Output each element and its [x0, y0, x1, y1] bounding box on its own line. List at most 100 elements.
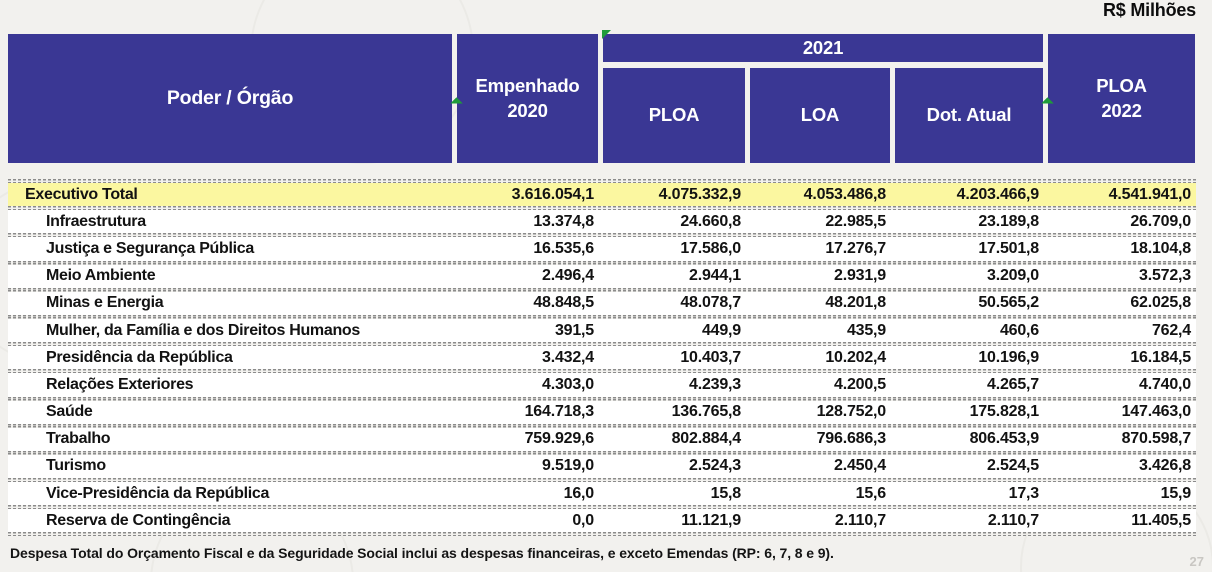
row-value: 15,8 [710, 484, 742, 502]
row-value: 0,0 [572, 511, 594, 529]
table-row: Relações Exteriores 4.303,0 4.239,3 4.200,5… [8, 373, 1196, 397]
table-row: Executivo Total 3.616.054,1 4.075.332,9 4.0… [8, 183, 1196, 207]
row-divider [8, 369, 1196, 374]
row-divider [8, 260, 1196, 265]
row-value: 759.929,6 [524, 430, 595, 448]
row-value: 2.524,5 [987, 457, 1039, 475]
table-row: Turismo 9.519,0 2.524,3 2.450,4 2.524,5 3.426… [8, 454, 1196, 479]
row-divider [8, 179, 1196, 183]
row-value: 3.426,8 [1139, 457, 1191, 475]
row-value: 17.501,8 [978, 239, 1039, 257]
row-value: 48.078,7 [680, 294, 741, 312]
row-value: 13.374,8 [533, 212, 594, 230]
col-header-ploa-2021: PLOA [603, 68, 745, 163]
row-label: Relações Exteriores [46, 375, 194, 393]
row-value: 3.209,0 [987, 267, 1039, 285]
col-header-dot-atual-2021: Dot. Atual [895, 68, 1043, 163]
row-label: Mulher, da Família e dos Direitos Humano… [46, 321, 360, 339]
row-value: 10.196,9 [978, 348, 1039, 366]
row-value: 3.432,4 [542, 348, 594, 366]
row-divider [8, 505, 1196, 510]
col-header-ploa-2022: PLOA 2022 [1048, 34, 1195, 163]
col-header-label: LOA [800, 104, 840, 126]
row-divider [8, 342, 1196, 347]
row-label: Justiça e Segurança Pública [46, 239, 254, 257]
row-value: 10.403,7 [680, 348, 741, 366]
row-value: 164.718,3 [524, 403, 595, 421]
row-value: 4.239,3 [689, 375, 741, 393]
row-value: 15,6 [855, 484, 887, 502]
col-group-header-2021: 2021 [603, 34, 1043, 62]
row-value: 2.496,4 [542, 267, 594, 285]
row-value: 62.025,8 [1130, 294, 1191, 312]
table-row: Vice-Presidência da República 16,0 15,8 15,… [8, 482, 1196, 506]
row-value: 10.202,4 [825, 348, 886, 366]
row-value: 175.828,1 [969, 403, 1040, 421]
table-row: Justiça e Segurança Pública 16.535,6 17.58… [8, 237, 1196, 261]
row-value: 2.524,3 [689, 457, 741, 475]
col-header-label: PLOA [648, 104, 700, 126]
row-label: Trabalho [46, 430, 111, 448]
row-value: 26.709,0 [1130, 212, 1191, 230]
row-value: 50.565,2 [978, 294, 1039, 312]
row-value: 4.075.332,9 [658, 185, 742, 203]
row-value: 24.660,8 [680, 212, 741, 230]
table-body: Executivo Total 3.616.054,1 4.075.332,9 4.0… [8, 179, 1196, 537]
row-value: 16.535,6 [533, 239, 594, 257]
row-value: 391,5 [554, 321, 594, 339]
table-row: Infraestrutura 13.374,8 24.660,8 22.985,5 23… [8, 210, 1196, 234]
row-value: 460,6 [999, 321, 1039, 339]
comment-marker-icon [602, 30, 611, 39]
col-header-label: 2021 [802, 36, 844, 58]
row-divider [8, 532, 1196, 537]
row-value: 762,4 [1151, 321, 1191, 339]
col-header-label: Poder / Órgão [166, 86, 294, 109]
row-value: 48.201,8 [825, 294, 886, 312]
table-row: Presidência da República 3.432,4 10.403,7 1… [8, 346, 1196, 370]
row-value: 796.686,3 [816, 430, 887, 448]
row-value: 136.765,8 [671, 403, 742, 421]
row-label: Turismo [46, 457, 106, 475]
row-label: Meio Ambiente [46, 267, 156, 285]
row-value: 48.848,5 [533, 294, 594, 312]
row-label: Saúde [46, 403, 93, 421]
col-header-poder-orgao: Poder / Órgão [8, 34, 452, 163]
col-header-line: PLOA [1096, 75, 1147, 97]
row-divider [8, 314, 1196, 319]
row-value: 3.616.054,1 [511, 185, 595, 203]
row-value: 18.104,8 [1130, 239, 1191, 257]
row-value: 22.985,5 [825, 212, 886, 230]
row-value: 9.519,0 [542, 457, 594, 475]
row-value: 23.189,8 [978, 212, 1039, 230]
row-value: 17.586,0 [680, 239, 741, 257]
row-value: 128.752,0 [816, 403, 887, 421]
row-value: 147.463,0 [1121, 403, 1192, 421]
row-value: 11.405,5 [1131, 511, 1191, 529]
table-row: Minas e Energia 48.848,5 48.078,7 48.201,8 5… [8, 291, 1196, 315]
row-value: 2.944,1 [689, 267, 741, 285]
row-value: 4.265,7 [987, 375, 1039, 393]
footnote: Despesa Total do Orçamento Fiscal e da S… [10, 545, 834, 561]
row-label: Minas e Energia [46, 294, 164, 312]
row-value: 449,9 [701, 321, 741, 339]
row-value: 4.541.941,0 [1108, 185, 1192, 203]
row-value: 4.303,0 [542, 375, 594, 393]
row-value: 2.931,9 [834, 267, 886, 285]
row-value: 802.884,4 [671, 430, 742, 448]
row-value: 3.572,3 [1139, 267, 1191, 285]
row-value: 806.453,9 [969, 430, 1040, 448]
col-header-loa-2021: LOA [750, 68, 890, 163]
row-value: 16.184,5 [1130, 348, 1191, 366]
row-value: 4.740,0 [1139, 375, 1191, 393]
col-header-label: Dot. Atual [926, 104, 1012, 126]
units-label: R$ Milhões [1102, 0, 1196, 20]
row-value: 17,3 [1008, 484, 1040, 502]
row-label: Presidência da República [46, 348, 233, 366]
table-row: Meio Ambiente 2.496,4 2.944,1 2.931,9 3.209,… [8, 264, 1196, 288]
table-row: Saúde 164.718,3 136.765,8 128.752,0 175.828,… [8, 400, 1196, 424]
row-value: 870.598,7 [1121, 430, 1192, 448]
row-divider [8, 478, 1196, 483]
col-header-empenhado-2020: Empenhado 2020 [457, 34, 598, 163]
col-header-line: 2020 [507, 99, 548, 121]
row-divider [8, 206, 1196, 211]
